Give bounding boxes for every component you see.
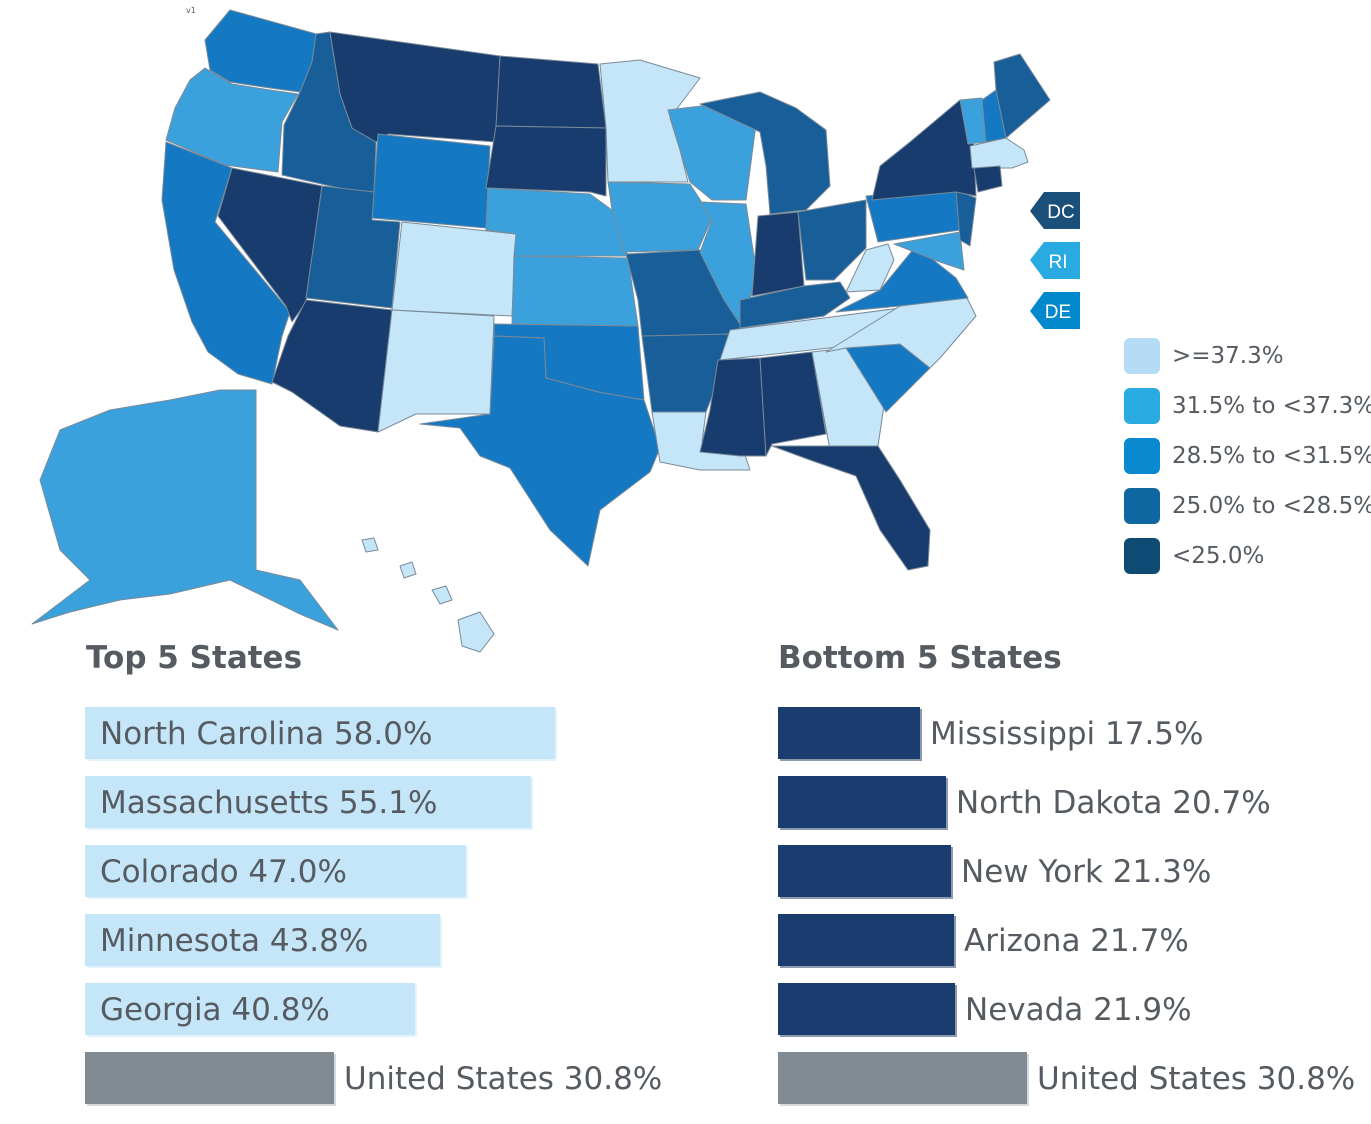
state-bar [778,914,954,966]
state-maine [993,53,1051,139]
legend-item: <25.0% [1124,538,1371,574]
legend-swatch [1124,338,1160,374]
us-average-row: United States 30.8% [778,1052,1358,1106]
version-mark: v1 [186,6,196,15]
state-arizona [271,299,393,433]
us-average-row: United States 30.8% [85,1052,685,1106]
callout-dc: DC [1030,192,1080,229]
state-oregon [165,67,299,173]
state-label: Nevada 21.9% [965,992,1192,1028]
us-average-label: United States 30.8% [1037,1061,1356,1097]
state-indiana [751,211,805,297]
state-north-dakota [495,55,607,129]
state-illinois [699,201,757,331]
callout-ri-label: RI [1049,252,1068,273]
state-kentucky [739,281,851,329]
state-label: Mississippi 17.5% [930,716,1204,752]
state-nebraska [485,187,629,257]
state-label: New York 21.3% [961,854,1212,890]
legend-item: 31.5% to <37.3% [1124,388,1371,424]
state-connecticut [973,165,1003,193]
state-new-york [871,99,977,201]
state-label: Colorado 47.0% [100,854,347,890]
legend-item: 25.0% to <28.5% [1124,488,1371,524]
state-iowa [607,181,713,253]
us-choropleth-map: DC RI DE [31,9,1080,653]
state-montana [329,31,501,143]
state-row: North Dakota 20.7% [778,776,1358,830]
callout-ri: RI [1030,242,1080,279]
legend-swatch [1124,388,1160,424]
state-wyoming [371,133,491,229]
legend-swatch [1124,488,1160,524]
state-label: North Carolina 58.0% [100,716,433,752]
state-label: North Dakota 20.7% [956,785,1271,821]
top-states-title: Top 5 States [86,640,303,676]
state-hawaii-big-island [457,611,495,653]
state-california [161,141,291,385]
state-row: Georgia 40.8% [85,983,685,1037]
legend-label: 31.5% to <37.3% [1172,393,1371,419]
state-bar [85,983,415,1035]
state-west-virginia [845,243,895,293]
bottom-states-title: Bottom 5 States [778,640,1062,676]
state-texas [419,335,661,567]
state-bar [778,983,955,1035]
state-label: Georgia 40.8% [100,992,330,1028]
callout-dc-label: DC [1047,202,1074,223]
legend-swatch [1124,438,1160,474]
legend-item: >=37.3% [1124,338,1371,374]
state-utah [305,185,401,309]
legend-label: 28.5% to <31.5% [1172,443,1371,469]
state-kansas [511,255,639,327]
state-south-dakota [485,125,607,197]
legend-label: <25.0% [1172,543,1265,569]
legend-label: >=37.3% [1172,343,1284,369]
state-row: Nevada 21.9% [778,983,1358,1037]
us-average-bar [778,1052,1027,1104]
state-bar [778,707,920,759]
us-average-label: United States 30.8% [344,1061,663,1097]
legend-item: 28.5% to <31.5% [1124,438,1371,474]
state-colorado [391,221,517,317]
callout-de-label: DE [1045,302,1071,323]
state-label: Minnesota 43.8% [100,923,369,959]
state-alaska [31,389,339,631]
state-bar [85,707,555,759]
state-row: Massachusetts 55.1% [85,776,685,830]
legend-swatch [1124,538,1160,574]
state-new-mexico [377,309,495,433]
state-maryland [893,231,965,271]
state-hawaii-maui [431,585,453,605]
state-bar [85,914,440,966]
state-michigan [699,91,831,215]
state-new-jersey [955,189,977,247]
state-bar [85,845,466,897]
callout-de: DE [1030,292,1080,329]
map-legend: >=37.3% 31.5% to <37.3% 28.5% to <31.5% … [1124,338,1371,588]
state-hawaii-kauai [361,537,379,553]
state-row: New York 21.3% [778,845,1358,899]
state-bar [778,845,951,897]
us-average-bar [85,1052,334,1104]
state-row: Colorado 47.0% [85,845,685,899]
state-row: Arizona 21.7% [778,914,1358,968]
state-label: Arizona 21.7% [964,923,1189,959]
state-row: Mississippi 17.5% [778,707,1358,761]
state-row: North Carolina 58.0% [85,707,685,761]
state-alabama [759,351,827,457]
state-bar [778,776,946,828]
state-ohio [797,199,867,281]
state-florida [771,445,931,571]
state-label: Massachusetts 55.1% [100,785,438,821]
state-hawaii-oahu [399,561,417,579]
state-row: Minnesota 43.8% [85,914,685,968]
state-bar [85,776,531,828]
legend-label: 25.0% to <28.5% [1172,493,1371,519]
